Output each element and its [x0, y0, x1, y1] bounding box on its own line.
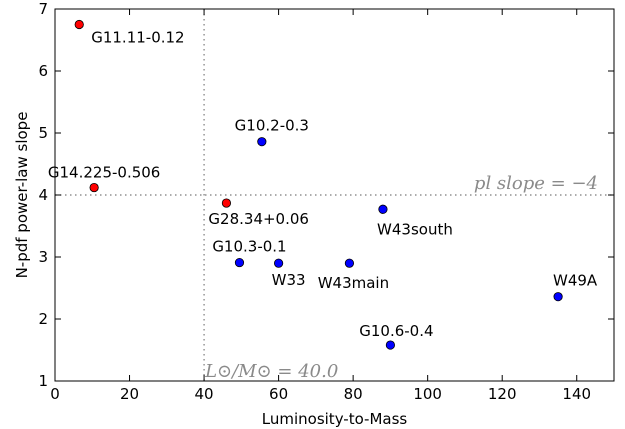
point-g11-11-0-12 [74, 19, 84, 30]
reference-lines [55, 9, 614, 381]
y-tick-label: 3 [38, 248, 48, 266]
point-g28-34-0-06 [221, 198, 232, 208]
point-label-w49a: W49A [553, 272, 598, 290]
point-w43main [344, 258, 355, 268]
point-label-g14-225-0-506: G14.225-0.506 [48, 164, 160, 182]
point-w43south [378, 204, 388, 214]
y-tick-label: 7 [38, 0, 48, 18]
point-label-w43south: W43south [377, 220, 453, 238]
point-g10-6-0-4 [385, 340, 395, 350]
y-axis-title: N-pdf power-law slope [13, 112, 31, 279]
data-points [74, 19, 563, 350]
point-label-w43main: W43main [318, 274, 389, 292]
x-tick-label: 120 [488, 385, 517, 403]
x-tick-label: 0 [50, 385, 60, 403]
y-tick-label: 1 [38, 372, 48, 390]
x-tick-label: 140 [562, 385, 591, 403]
point-label-g28-34-0-06: G28.34+0.06 [208, 210, 309, 228]
point-label-g10-2-0-3: G10.2-0.3 [235, 117, 309, 135]
vertical-reference-label: L⊙/M⊙ = 40.0 [204, 361, 338, 382]
y-tick-label: 6 [38, 62, 48, 80]
y-tick-label: 2 [38, 310, 48, 328]
x-tick-label: 100 [413, 385, 442, 403]
x-tick-label: 80 [344, 385, 363, 403]
x-tick-label: 20 [120, 385, 139, 403]
point-w33 [273, 258, 284, 268]
point-g10-2-0-3 [257, 137, 267, 147]
x-tick-label: 40 [195, 385, 214, 403]
point-label-w33: W33 [272, 271, 306, 289]
point-label-g10-6-0-4: G10.6-0.4 [359, 322, 433, 340]
point-w49a [553, 292, 563, 302]
x-tick-label: 60 [269, 385, 288, 403]
x-axis-title: Luminosity-to-Mass [262, 410, 408, 428]
y-tick-label: 5 [38, 124, 48, 142]
point-g10-3-0-1 [234, 257, 245, 268]
point-label-g10-3-0-1: G10.3-0.1 [212, 238, 286, 256]
y-tick-label: 4 [38, 186, 48, 204]
point-label-g11-11-0-12: G11.11-0.12 [91, 29, 184, 47]
data-point-labels: G11.11-0.12 G14.225-0.506 G28.34+0.06 G10.2… [48, 29, 598, 341]
reference-line-labels: pl slope = −4 L⊙/M⊙ = 40.0 [204, 173, 598, 382]
horizontal-reference-label: pl slope = −4 [474, 173, 598, 194]
axis-ticks: 0 20 40 60 80 100 120 140 1 2 3 4 5 6 7 [38, 0, 614, 403]
point-g14-225-0-506 [89, 182, 99, 193]
